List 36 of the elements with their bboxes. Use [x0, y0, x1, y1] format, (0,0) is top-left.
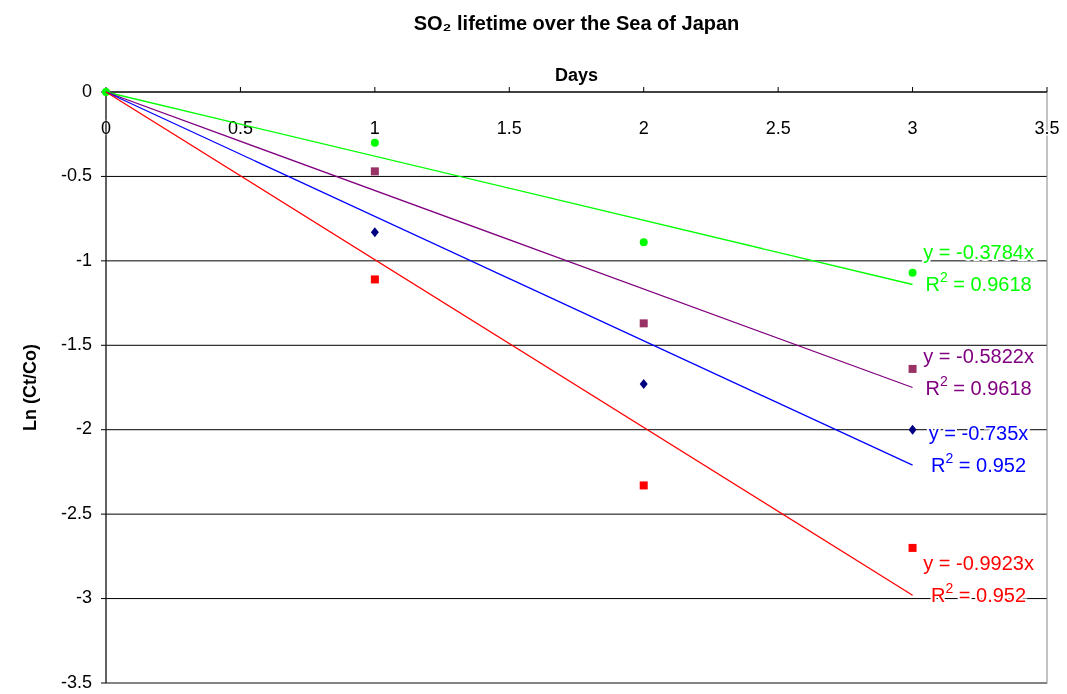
y-tick-label: -1.5	[60, 334, 92, 355]
annotation: R$^{2}$ = 0.9618	[925, 372, 1032, 399]
y-tick-label: 0	[81, 80, 92, 101]
y-tick-label: -1	[75, 249, 92, 270]
y-tick-label: -2	[75, 418, 92, 439]
y-tick-label: -2.5	[60, 502, 92, 523]
point	[639, 319, 648, 328]
annotation: R$^{2}$ = 0.952	[931, 449, 1027, 477]
x-tick-label: 1	[369, 118, 380, 138]
x-tick-label: 0.5	[227, 118, 253, 138]
point	[908, 543, 917, 552]
y-axis-title: Ln (Ct/Co)	[20, 344, 40, 431]
y-tick-label: -3.5	[60, 671, 92, 692]
point	[908, 424, 917, 435]
point	[370, 167, 379, 176]
point	[370, 138, 379, 147]
annotation: y = -0.9923x	[923, 552, 1034, 575]
y-tick-label: -3	[75, 587, 92, 608]
point	[370, 227, 379, 238]
point	[370, 275, 379, 284]
x-tick-label: 3.5	[1034, 118, 1060, 138]
y-tick-label: -0.5	[60, 165, 92, 186]
annotation: y = -0.3784x	[923, 241, 1034, 264]
chart-title: SO₂ lifetime over the Sea of Japan	[413, 12, 740, 34]
x-tick-label: 1.5	[496, 118, 522, 138]
x-tick-label: 2	[638, 118, 649, 138]
point	[639, 379, 648, 390]
point	[639, 238, 648, 247]
x-tick-label: 2.5	[765, 118, 791, 138]
point	[908, 364, 917, 373]
point	[639, 481, 648, 490]
x-tick-label: 3	[907, 118, 918, 138]
annotation: R$^{2}$ = 0.9618	[925, 269, 1032, 296]
x-axis-title: Days	[554, 65, 599, 85]
point	[908, 268, 917, 277]
annotation: y = -0.5822x	[923, 344, 1034, 367]
